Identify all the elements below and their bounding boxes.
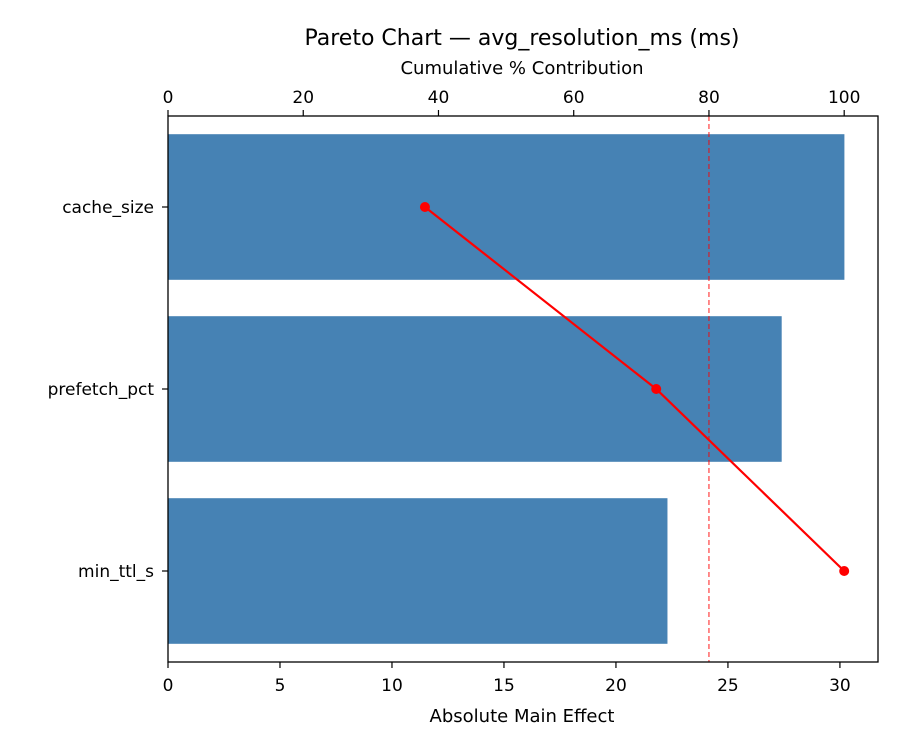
top-tick-label: 80 bbox=[698, 88, 720, 108]
x-tick-label: 25 bbox=[717, 676, 739, 696]
x-axis-label: Absolute Main Effect bbox=[430, 706, 615, 727]
x-tick-label: 5 bbox=[275, 676, 286, 696]
x-tick-label: 10 bbox=[381, 676, 403, 696]
cumulative-point-cache-size bbox=[419, 202, 430, 212]
top-tick-label: 20 bbox=[292, 88, 314, 108]
x-tick-label: 20 bbox=[605, 676, 627, 696]
bar-prefetch-pct bbox=[168, 316, 782, 462]
cumulative-point-prefetch-pct bbox=[651, 384, 662, 394]
top-tick-label: 40 bbox=[428, 88, 450, 108]
chart-title: Pareto Chart — avg_resolution_ms (ms) bbox=[304, 26, 739, 51]
top-axis-label: Cumulative % Contribution bbox=[400, 58, 643, 79]
bar-min-ttl-s bbox=[168, 498, 668, 644]
x-tick-label: 15 bbox=[493, 676, 515, 696]
top-tick-label: 100 bbox=[828, 88, 860, 108]
bar-cache-size bbox=[168, 134, 845, 280]
cumulative-point-min-ttl-s bbox=[839, 566, 850, 576]
x-tick-label: 0 bbox=[163, 676, 174, 696]
y-tick-label: min_ttl_s bbox=[78, 562, 154, 582]
y-tick-label: prefetch_pct bbox=[48, 380, 155, 400]
top-tick-label: 60 bbox=[563, 88, 585, 108]
x-tick-label: 30 bbox=[829, 676, 851, 696]
top-tick-label: 0 bbox=[163, 88, 174, 108]
y-tick-label: cache_size bbox=[62, 198, 154, 218]
